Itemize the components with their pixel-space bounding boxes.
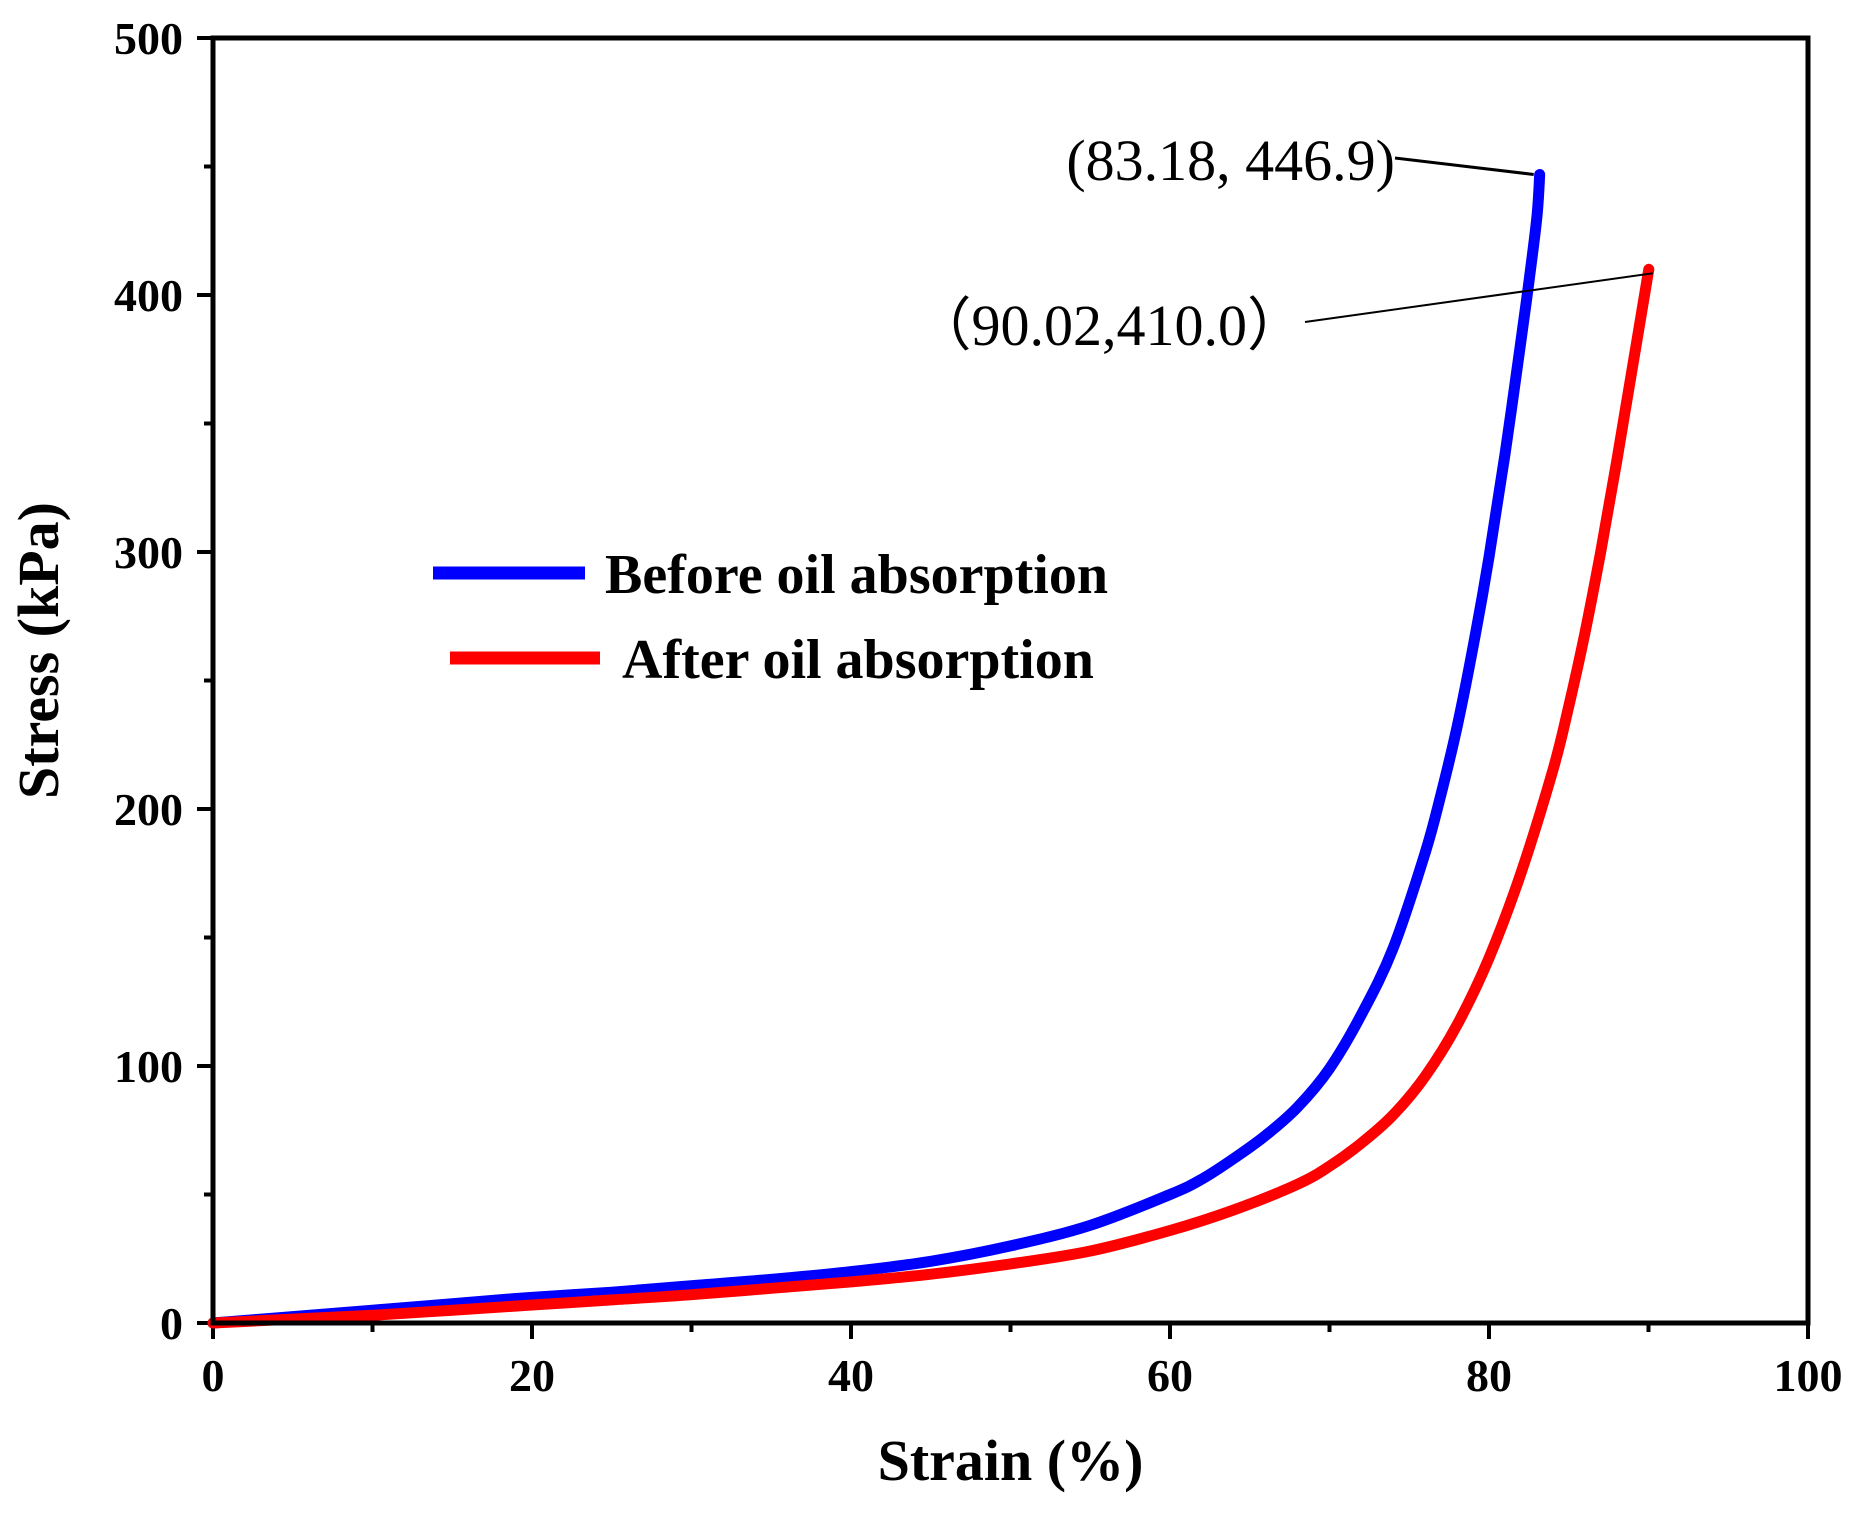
y-tick-label: 400 bbox=[114, 270, 183, 321]
data-series bbox=[207, 169, 1655, 1329]
annotation-before-peak: (83.18, 446.9) bbox=[1066, 128, 1395, 193]
y-tick-label: 200 bbox=[114, 784, 183, 835]
y-tick-label: 500 bbox=[114, 13, 183, 64]
annotation-leader-after bbox=[1304, 272, 1653, 323]
y-tick-label: 300 bbox=[114, 527, 183, 578]
annotation-leader-before bbox=[1394, 156, 1534, 176]
y-tick-label: 100 bbox=[114, 1041, 183, 1092]
x-tick-label: 80 bbox=[1466, 1350, 1512, 1401]
x-tick-labels: 0 20 40 60 80 100 bbox=[202, 1350, 1843, 1401]
legend: Before oil absorption After oil absorpti… bbox=[433, 544, 1108, 691]
annotation-after-peak: （90.02,410.0） bbox=[913, 293, 1305, 358]
x-tick-label: 100 bbox=[1774, 1350, 1843, 1401]
y-tick-labels: 0 100 200 300 400 500 bbox=[114, 13, 183, 1349]
legend-label-before: Before oil absorption bbox=[605, 544, 1108, 606]
x-tick-label: 40 bbox=[828, 1350, 874, 1401]
x-tick-label: 20 bbox=[509, 1350, 555, 1401]
plot-area-frame bbox=[210, 35, 1811, 1326]
series-line-before bbox=[207, 169, 1546, 1329]
legend-label-after: After oil absorption bbox=[622, 629, 1094, 691]
y-axis-title: Stress (kPa) bbox=[6, 502, 71, 799]
series-line-after bbox=[207, 263, 1655, 1329]
x-tick-label: 0 bbox=[202, 1350, 225, 1401]
annotations: (83.18, 446.9) （90.02,410.0） bbox=[913, 128, 1653, 358]
x-axis-title: Strain (%) bbox=[878, 1428, 1144, 1493]
y-tick-label: 0 bbox=[160, 1298, 183, 1349]
x-tick-label: 60 bbox=[1147, 1350, 1193, 1401]
